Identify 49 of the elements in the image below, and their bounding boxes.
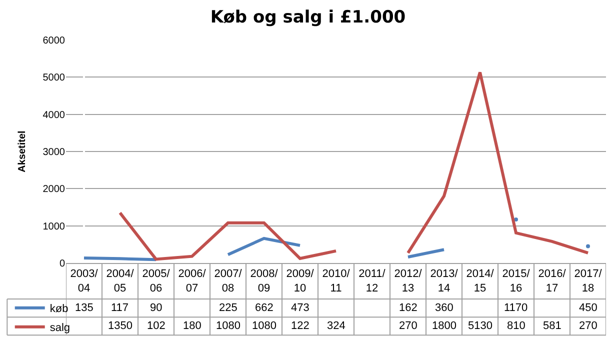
data-label: 324 <box>327 320 346 332</box>
x-tick-label: 2005/06 <box>142 268 171 294</box>
data-label: 162 <box>399 302 418 314</box>
data-label: 662 <box>255 302 274 314</box>
data-label: 225 <box>219 302 238 314</box>
data-label: 90 <box>150 302 162 314</box>
data-label: 180 <box>183 320 202 332</box>
data-label: 1080 <box>252 320 276 332</box>
data-label: 5130 <box>468 320 492 332</box>
y-tick-label: 1000 <box>42 221 66 232</box>
data-label: 581 <box>543 320 562 332</box>
data-label: 1080 <box>216 320 240 332</box>
data-label: 473 <box>291 302 310 314</box>
data-label: 117 <box>111 302 129 314</box>
legend-label: køb <box>50 303 68 316</box>
x-tick-label: 2008/09 <box>250 268 279 294</box>
x-tick-label: 2004/05 <box>106 268 135 294</box>
y-tick-label: 6000 <box>42 36 66 46</box>
x-tick-label: 2012/13 <box>394 268 423 294</box>
x-tick-label: 2006/07 <box>178 268 207 294</box>
data-label: 270 <box>579 320 598 332</box>
y-tick-label: 2000 <box>42 184 66 196</box>
chart-title: Køb og salg i £1.000 <box>210 7 406 28</box>
x-tick-label: 2007/08 <box>214 268 243 294</box>
data-label: 135 <box>75 302 94 314</box>
data-label: 270 <box>399 320 418 332</box>
x-tick-label: 2016/17 <box>538 268 567 294</box>
y-tick-label: 0 <box>59 258 66 270</box>
legend-label: salg <box>50 322 70 334</box>
x-tick-label: 2010/11 <box>322 268 351 294</box>
y-tick-label: 3000 <box>42 147 66 158</box>
x-tick-label: 2014/15 <box>466 268 495 294</box>
data-label: 1800 <box>432 320 456 332</box>
x-tick-label: 2017/18 <box>574 268 603 294</box>
y-axis-title: Aksetitel <box>16 130 28 172</box>
data-label: 360 <box>435 302 454 314</box>
x-tick-label: 2015/16 <box>502 268 531 294</box>
y-tick-label: 4000 <box>42 110 66 121</box>
data-label: 810 <box>507 320 526 332</box>
x-tick-label: 2009/10 <box>286 268 315 294</box>
data-label: 102 <box>147 320 166 332</box>
data-label: 1350 <box>108 320 132 332</box>
x-tick-label: 2013/14 <box>430 268 459 294</box>
data-label: 1170 <box>504 302 528 314</box>
y-tick-label: 5000 <box>42 72 66 84</box>
data-label: 450 <box>579 302 598 314</box>
data-label: 122 <box>291 320 310 332</box>
x-tick-label: 2011/12 <box>358 268 386 294</box>
x-tick-label: 2003/04 <box>70 268 99 294</box>
